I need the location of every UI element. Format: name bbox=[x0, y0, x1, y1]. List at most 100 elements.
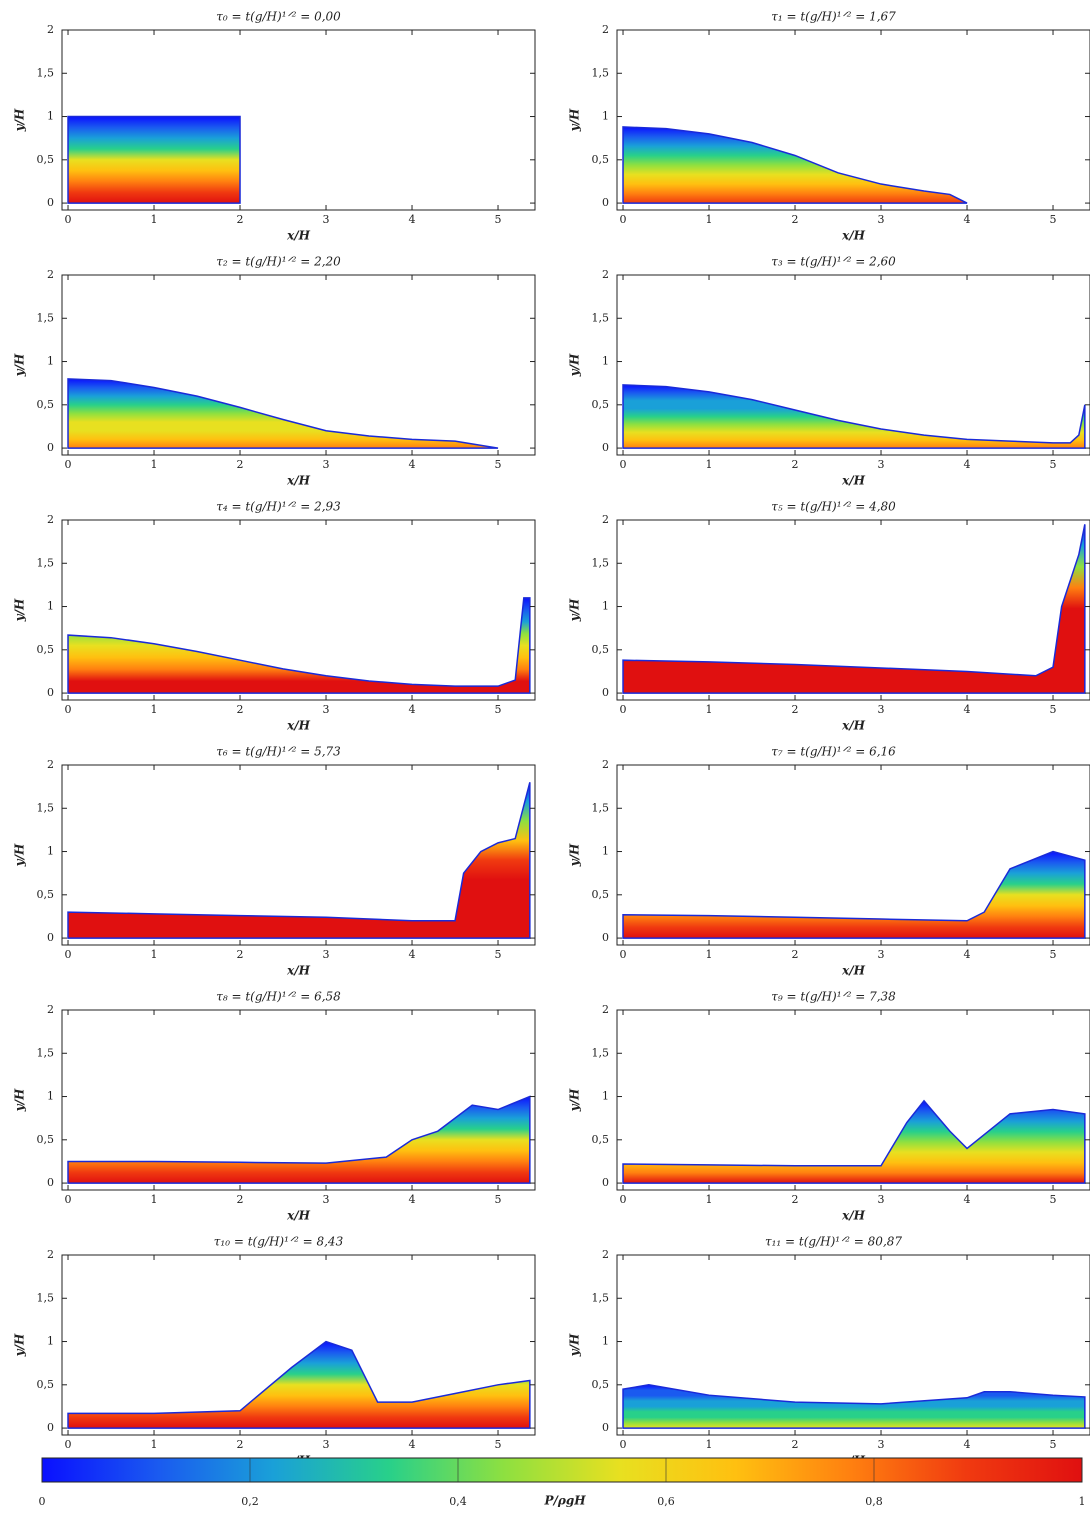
y-tick-label: 2 bbox=[47, 1248, 54, 1261]
fluid-area bbox=[67, 597, 531, 694]
y-tick-label: 0 bbox=[602, 1421, 609, 1434]
y-tick-label: 2 bbox=[602, 23, 609, 36]
x-tick-label: 4 bbox=[409, 1193, 416, 1206]
y-axis-label: y/H bbox=[13, 108, 27, 132]
x-axis-label: x/H bbox=[286, 1209, 311, 1223]
y-tick-label: 0,5 bbox=[37, 888, 55, 901]
y-axis-label: y/H bbox=[13, 1088, 27, 1112]
x-tick-label: 2 bbox=[237, 458, 244, 471]
x-tick-label: 2 bbox=[792, 1438, 799, 1451]
x-tick-label: 0 bbox=[65, 213, 72, 226]
y-tick-label: 0,5 bbox=[37, 643, 55, 656]
plot-frame bbox=[616, 1254, 1090, 1436]
x-tick-label: 2 bbox=[237, 1193, 244, 1206]
y-tick-label: 0,5 bbox=[37, 398, 55, 411]
y-tick-label: 0 bbox=[47, 931, 54, 944]
y-tick-label: 1,5 bbox=[37, 66, 55, 79]
x-tick-label: 0 bbox=[65, 1193, 72, 1206]
panel-title: τ₆ = t(g/H)¹ᐟ² = 5,73 bbox=[216, 745, 341, 759]
x-tick-label: 3 bbox=[878, 1193, 885, 1206]
y-tick-label: 0 bbox=[47, 1176, 54, 1189]
y-axis-label: y/H bbox=[13, 598, 27, 622]
y-tick-label: 1,5 bbox=[592, 1291, 610, 1304]
x-tick-label: 2 bbox=[237, 1438, 244, 1451]
y-tick-label: 1 bbox=[602, 1335, 609, 1348]
x-tick-label: 2 bbox=[237, 213, 244, 226]
x-tick-label: 3 bbox=[323, 703, 330, 716]
x-tick-label: 0 bbox=[65, 1438, 72, 1451]
y-tick-label: 0 bbox=[602, 686, 609, 699]
x-axis-label: x/H bbox=[286, 719, 311, 733]
plot-frame bbox=[616, 1009, 1090, 1191]
y-tick-label: 0 bbox=[47, 686, 54, 699]
colorbar bbox=[41, 1457, 1083, 1483]
fluid-area bbox=[622, 384, 1086, 449]
fluid-area bbox=[622, 126, 968, 204]
y-tick-label: 1 bbox=[47, 600, 54, 613]
x-tick-label: 2 bbox=[792, 948, 799, 961]
x-tick-label: 1 bbox=[151, 1193, 158, 1206]
y-tick-label: 1 bbox=[602, 600, 609, 613]
x-tick-label: 5 bbox=[495, 1438, 502, 1451]
x-tick-label: 1 bbox=[151, 213, 158, 226]
y-tick-label: 2 bbox=[602, 758, 609, 771]
x-tick-label: 2 bbox=[792, 458, 799, 471]
y-tick-label: 1,5 bbox=[37, 556, 55, 569]
fluid-area bbox=[67, 1340, 531, 1429]
y-tick-label: 0,5 bbox=[592, 153, 610, 166]
x-tick-label: 1 bbox=[706, 458, 713, 471]
plot-frame bbox=[61, 1009, 536, 1191]
panel-title: τ₁₁ = t(g/H)¹ᐟ² = 80,87 bbox=[765, 1235, 902, 1249]
x-tick-label: 1 bbox=[706, 703, 713, 716]
x-tick-label: 3 bbox=[323, 213, 330, 226]
x-tick-label: 2 bbox=[792, 213, 799, 226]
x-tick-label: 2 bbox=[792, 1193, 799, 1206]
x-tick-label: 4 bbox=[409, 1438, 416, 1451]
y-tick-label: 0 bbox=[602, 1176, 609, 1189]
y-tick-label: 2 bbox=[47, 1003, 54, 1016]
fluid-area bbox=[67, 782, 531, 939]
colorbar-label: P/ρgH bbox=[543, 1494, 586, 1508]
y-tick-label: 0,5 bbox=[37, 153, 55, 166]
x-tick-label: 5 bbox=[495, 1193, 502, 1206]
y-axis-label: y/H bbox=[568, 1333, 582, 1357]
y-axis-label: y/H bbox=[568, 108, 582, 132]
x-tick-label: 5 bbox=[1050, 948, 1057, 961]
y-tick-label: 0,5 bbox=[37, 1378, 55, 1391]
x-tick-label: 4 bbox=[409, 213, 416, 226]
plot-frame bbox=[61, 764, 536, 946]
fluid-area bbox=[622, 1099, 1086, 1184]
colorbar-tick-label: 0,8 bbox=[865, 1495, 883, 1508]
x-tick-label: 4 bbox=[409, 703, 416, 716]
plot-frame bbox=[616, 764, 1090, 946]
panel-title: τ₈ = t(g/H)¹ᐟ² = 6,58 bbox=[216, 990, 341, 1004]
colorbar-tick-label: 1 bbox=[1079, 1495, 1086, 1508]
x-tick-label: 3 bbox=[323, 948, 330, 961]
y-tick-label: 1 bbox=[602, 1090, 609, 1103]
y-tick-label: 0 bbox=[602, 196, 609, 209]
panel-title: τ₀ = t(g/H)¹ᐟ² = 0,00 bbox=[216, 10, 341, 24]
x-tick-label: 4 bbox=[409, 948, 416, 961]
colorbar-tick-label: 0,4 bbox=[449, 1495, 467, 1508]
x-tick-label: 4 bbox=[964, 703, 971, 716]
x-tick-label: 0 bbox=[620, 948, 627, 961]
y-tick-label: 0,5 bbox=[592, 1378, 610, 1391]
fluid-area bbox=[67, 378, 499, 449]
x-tick-label: 4 bbox=[964, 1438, 971, 1451]
y-tick-label: 0,5 bbox=[592, 1133, 610, 1146]
x-tick-label: 1 bbox=[706, 1193, 713, 1206]
plot-frame bbox=[61, 1254, 536, 1436]
y-tick-label: 1,5 bbox=[592, 556, 610, 569]
y-tick-label: 1,5 bbox=[37, 801, 55, 814]
x-tick-label: 4 bbox=[964, 1193, 971, 1206]
x-tick-label: 5 bbox=[495, 458, 502, 471]
y-tick-label: 1 bbox=[602, 110, 609, 123]
x-tick-label: 5 bbox=[495, 703, 502, 716]
panel-title: τ₁₀ = t(g/H)¹ᐟ² = 8,43 bbox=[214, 1235, 344, 1249]
fluid-area bbox=[622, 850, 1086, 939]
panel-title: τ₅ = t(g/H)¹ᐟ² = 4,80 bbox=[771, 500, 896, 514]
x-axis-label: x/H bbox=[286, 964, 311, 978]
x-tick-label: 4 bbox=[964, 948, 971, 961]
y-axis-label: y/H bbox=[568, 843, 582, 867]
